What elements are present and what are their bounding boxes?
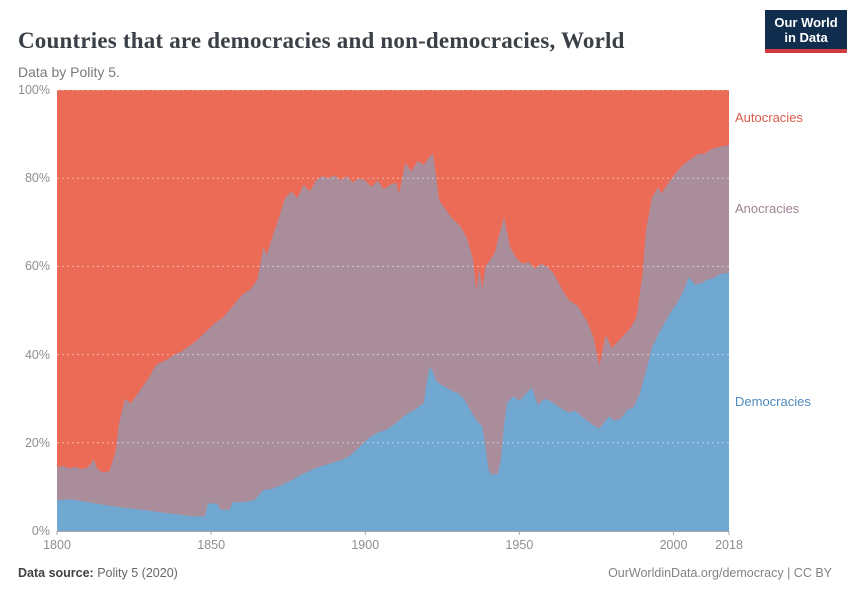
owid-logo-line1: Our World — [774, 15, 838, 30]
legend-label-anocracies: Anocracies — [735, 201, 800, 217]
page-title: Countries that are democracies and non-d… — [18, 28, 625, 54]
y-tick-20: 20% — [24, 435, 50, 450]
owid-logo-line2: in Data — [784, 30, 828, 46]
data-source-value: Polity 5 (2020) — [93, 566, 178, 580]
y-tick-60: 60% — [24, 259, 50, 274]
x-tick-1900: 1900 — [351, 538, 380, 552]
data-source-label: Data source: — [18, 566, 94, 580]
x-tick-1950: 1950 — [505, 538, 534, 552]
legend-label-autocracies: Autocracies — [735, 109, 803, 125]
legend-label-democracies: Democracies — [735, 394, 811, 409]
x-tick-1800: 1800 — [43, 538, 71, 552]
chart-subtitle: Data by Polity 5. — [18, 64, 120, 80]
y-tick-80: 80% — [24, 171, 50, 186]
y-tick-40: 40% — [24, 347, 50, 362]
democracies-area[interactable] — [57, 273, 729, 531]
y-tick-100: 100% — [18, 83, 50, 97]
x-tick-1850: 1850 — [197, 538, 226, 552]
x-tick-2000: 2000 — [659, 538, 688, 552]
y-tick-0: 0% — [31, 524, 50, 538]
data-source: Data source: Polity 5 (2020) — [18, 566, 178, 580]
owid-logo[interactable]: Our World in Data — [765, 10, 847, 53]
x-tick-2018: 2018 — [715, 538, 743, 552]
footer-credit-link[interactable]: OurWorldinData.org/democracy | CC BY — [608, 566, 832, 580]
